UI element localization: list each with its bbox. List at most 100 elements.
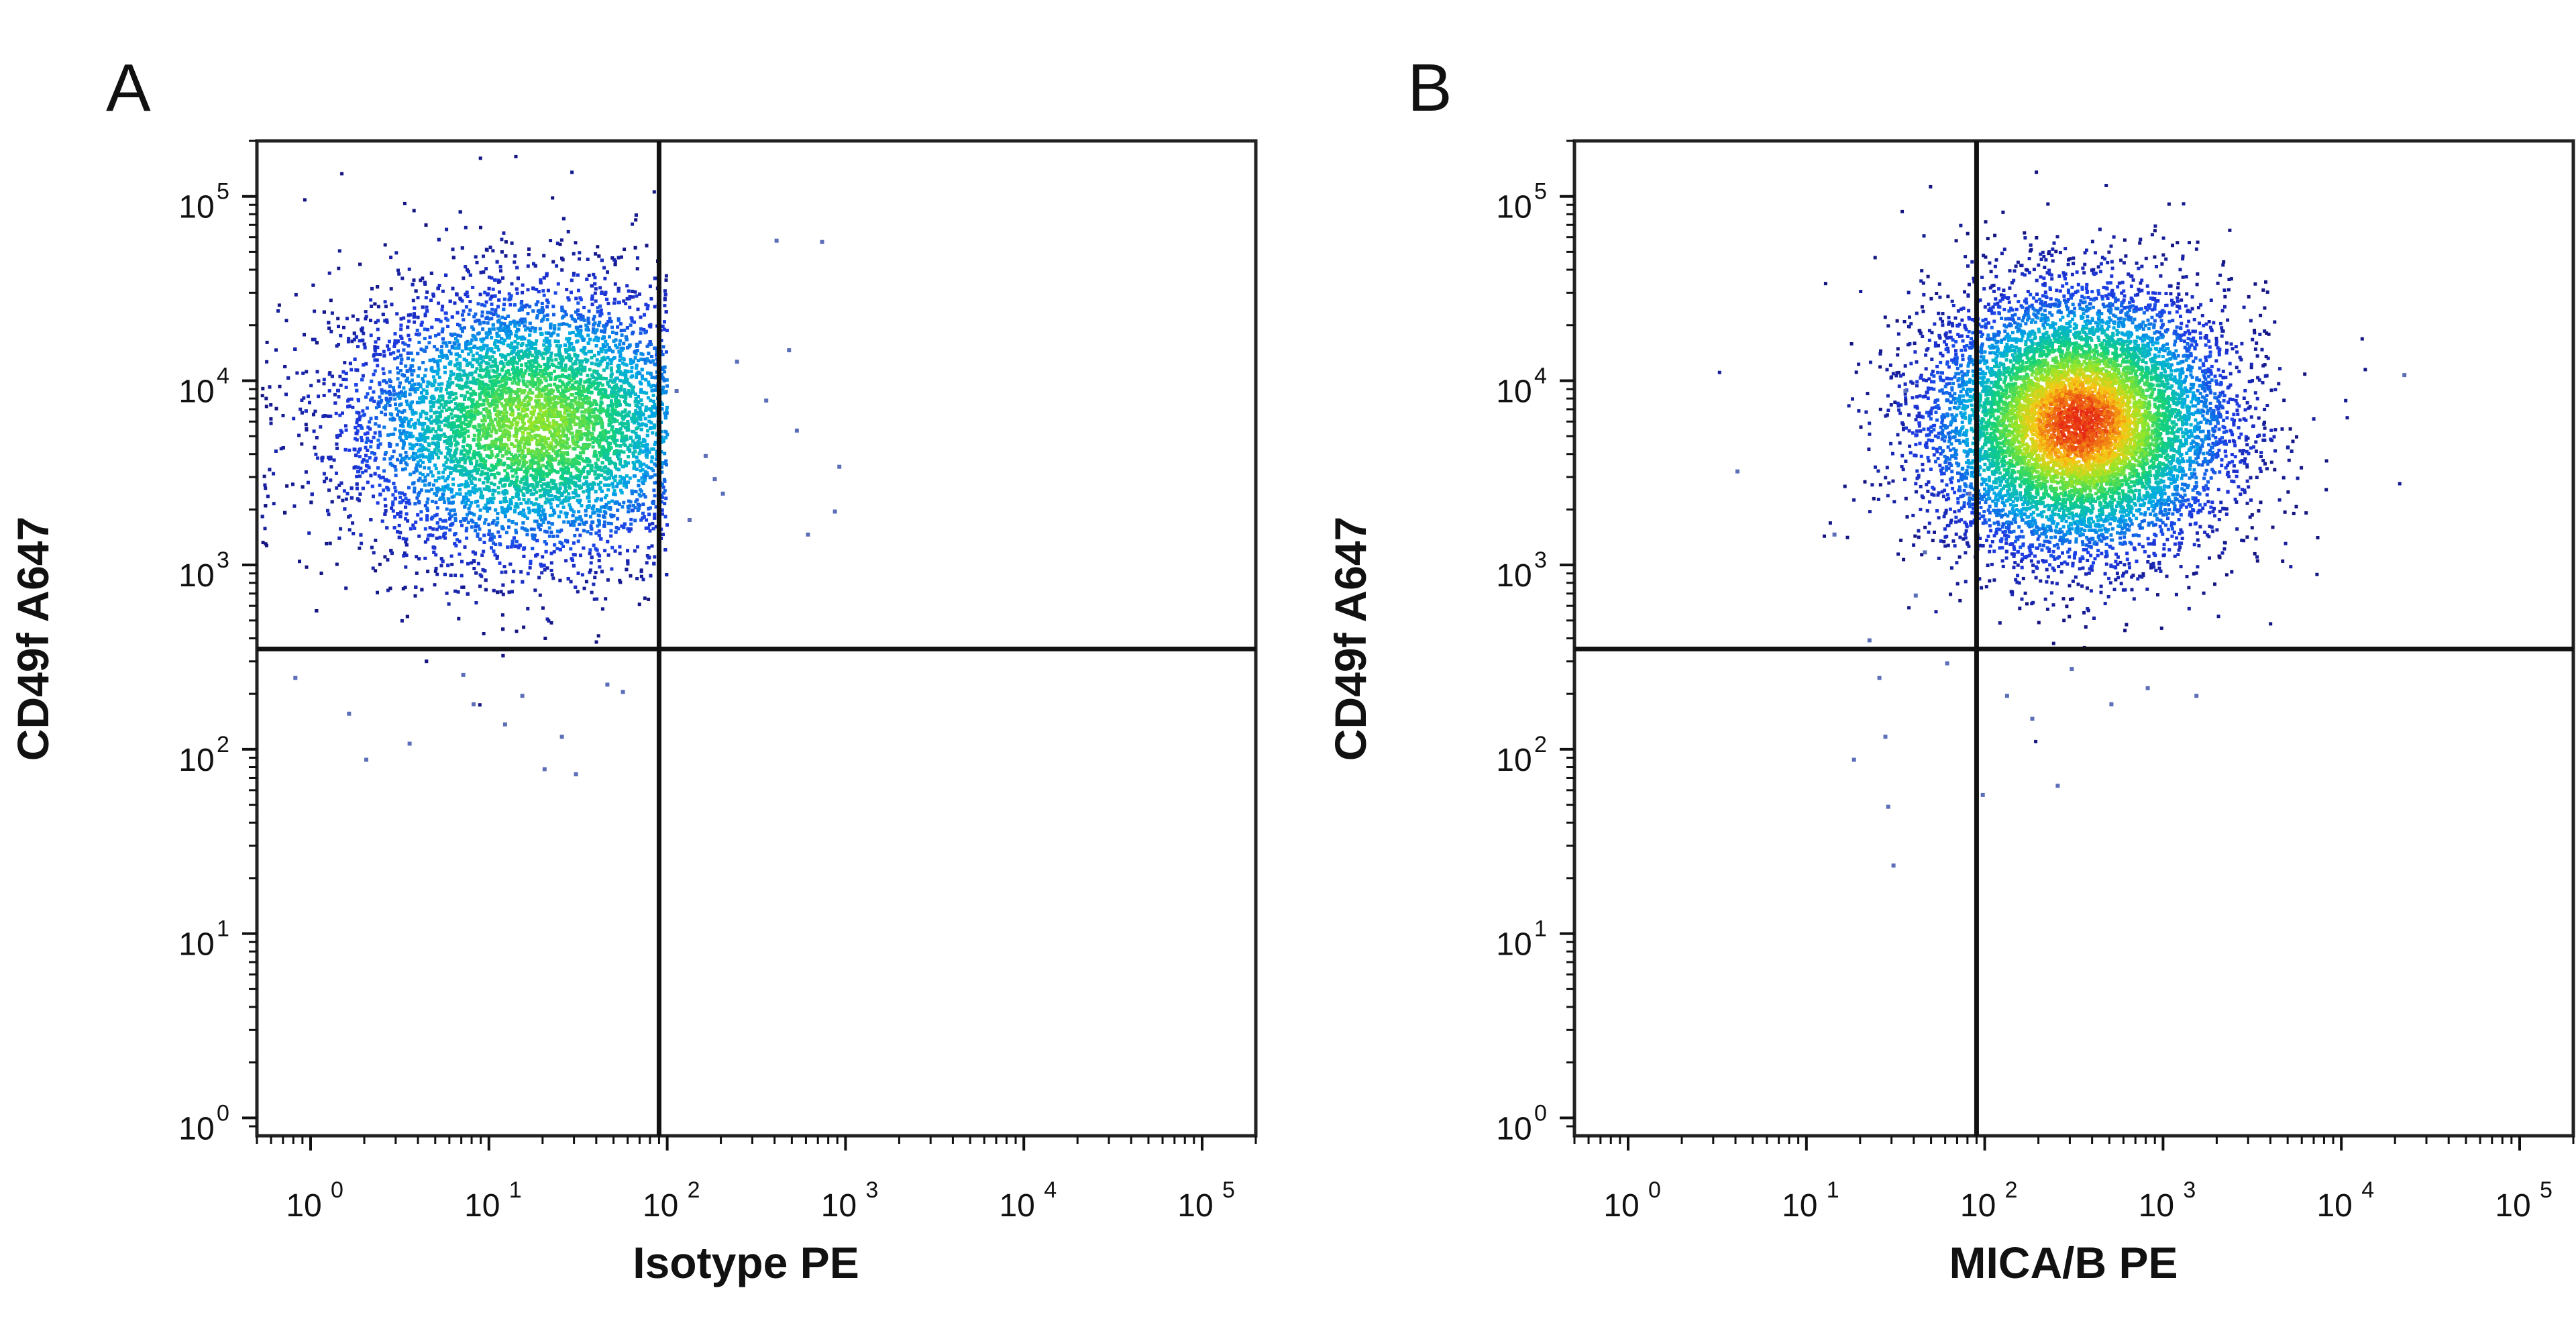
event-dot <box>516 376 520 380</box>
event-dot <box>539 513 543 517</box>
event-dot <box>595 437 599 441</box>
event-dot <box>476 562 480 566</box>
event-dot <box>478 508 482 512</box>
event-dot <box>586 316 590 320</box>
event-dot <box>454 443 458 447</box>
event-dot <box>586 530 590 534</box>
event-dot <box>419 348 423 352</box>
event-dot <box>598 480 602 484</box>
event-dot <box>539 439 543 443</box>
event-dot <box>490 355 494 359</box>
event-dot <box>587 487 591 491</box>
event-dot <box>508 501 513 505</box>
event-dot <box>478 292 482 297</box>
event-dot <box>356 429 360 433</box>
event-dot <box>575 422 579 426</box>
event-dot <box>369 333 373 337</box>
event-dot <box>583 380 587 384</box>
event-dot <box>654 525 658 529</box>
event-dot <box>319 572 323 575</box>
event-dot <box>342 325 345 329</box>
event-dot <box>608 335 611 339</box>
event-dot <box>383 300 387 304</box>
event-dot <box>590 469 594 472</box>
event-dot <box>604 494 608 497</box>
event-dot <box>488 538 492 542</box>
event-dot <box>473 405 477 409</box>
event-dot <box>380 411 384 415</box>
event-dot <box>566 348 570 352</box>
event-dot <box>545 313 549 317</box>
event-dot <box>525 516 529 520</box>
event-dot <box>480 303 484 307</box>
event-dot <box>496 453 500 457</box>
event-dot <box>413 425 417 429</box>
event-dot <box>423 556 427 560</box>
event-dot <box>653 443 657 446</box>
event-dot <box>401 446 405 450</box>
event-dot <box>500 250 504 254</box>
event-dot <box>285 484 289 488</box>
event-dot <box>544 378 548 382</box>
event-dot <box>449 360 453 364</box>
event-dot <box>413 320 417 324</box>
event-dot <box>551 260 555 264</box>
event-dot <box>561 439 565 443</box>
event-dot <box>606 380 610 384</box>
event-dot <box>460 574 464 578</box>
event-dot <box>590 384 594 387</box>
event-dot <box>449 370 453 374</box>
event-dot <box>532 492 536 496</box>
event-dot <box>500 376 504 380</box>
event-dot <box>437 406 441 410</box>
event-dot <box>450 562 454 566</box>
event-dot <box>338 413 342 417</box>
event-dot <box>637 411 641 415</box>
event-dot <box>470 500 474 504</box>
event-dot <box>598 431 602 435</box>
event-dot <box>512 468 516 472</box>
event-dot <box>486 383 490 387</box>
event-dot <box>506 476 511 480</box>
event-dot <box>596 482 600 486</box>
event-dot <box>642 390 646 394</box>
event-dot <box>521 407 525 411</box>
event-dot <box>327 488 331 492</box>
event-dot <box>649 398 653 403</box>
event-dot <box>363 432 367 436</box>
event-dot <box>466 415 470 419</box>
event-dot <box>592 327 596 331</box>
event-dot <box>619 355 623 359</box>
event-dot <box>531 485 535 489</box>
event-dot <box>392 345 396 348</box>
event-dot <box>496 409 500 413</box>
event-dot <box>475 460 479 464</box>
event-dot <box>374 340 378 344</box>
event-dot <box>423 431 427 435</box>
event-dot <box>423 422 427 425</box>
event-dot <box>378 562 382 566</box>
event-dot <box>472 389 476 393</box>
event-dot <box>272 472 276 476</box>
event-dot <box>546 445 550 449</box>
event-dot <box>437 525 441 529</box>
event-dot <box>550 433 554 437</box>
event-dot <box>460 378 464 382</box>
event-dot <box>649 297 653 301</box>
event-dot <box>385 486 389 489</box>
event-dot <box>508 330 513 333</box>
event-dot <box>416 296 420 300</box>
event-dot <box>393 339 397 343</box>
event-dot <box>603 276 607 280</box>
event-dot <box>517 497 521 501</box>
event-dot <box>415 443 419 447</box>
event-dot <box>335 471 338 475</box>
event-dot <box>357 424 361 427</box>
event-dot <box>474 337 478 341</box>
event-dot <box>628 305 632 309</box>
event-dot <box>542 314 546 318</box>
event-dot <box>570 317 574 321</box>
event-dot <box>435 536 439 540</box>
event-dot <box>488 246 492 250</box>
event-dot <box>326 509 329 513</box>
